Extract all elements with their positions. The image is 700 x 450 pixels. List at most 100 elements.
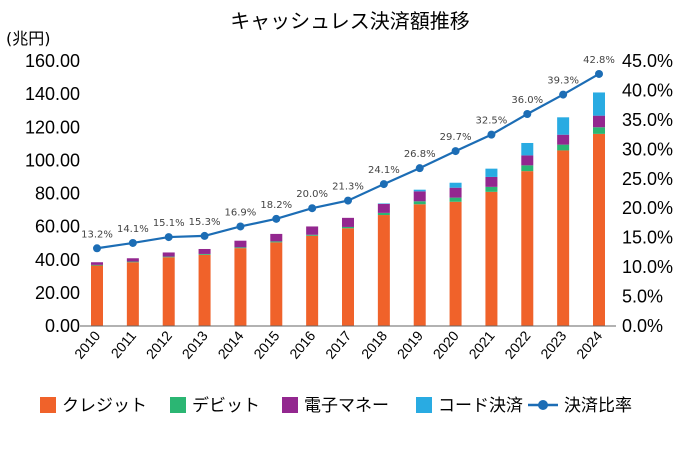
bar-segment-デビット-2018	[377, 212, 390, 216]
x-tick-label: 2023	[537, 327, 569, 361]
line-point	[523, 110, 532, 118]
x-tick-label: 2018	[358, 327, 390, 361]
bar-segment-コード決済-2023	[557, 117, 570, 135]
right-tick-label: 25.0%	[622, 169, 673, 189]
bar-segment-コード決済-2019	[413, 189, 426, 192]
x-axis-ticks: 2010 2011 2012 2013 2014 2015 2016 2017 2018 2019…	[71, 327, 605, 361]
line-point	[595, 69, 603, 78]
legend-label: 電子マネー	[304, 396, 389, 416]
legend-item-コード決済: コード決済	[416, 396, 523, 416]
x-tick-label: 2012	[143, 327, 175, 361]
bar-segment-デビット-2023	[557, 144, 570, 151]
line-point	[487, 130, 496, 139]
x-tick-label: 2013	[179, 327, 211, 361]
bar-segment-デビット-2017	[342, 226, 354, 229]
data-label: 32.5%	[476, 116, 508, 127]
legend-item-決済比率: 決済比率	[528, 396, 632, 416]
bar-segment-デビット-2013	[198, 253, 211, 255]
right-axis-ticks: 0.0% 5.0% 10.0% 15.0% 20.0% 25.0% 30.0% 35.0% 40…	[622, 51, 673, 336]
right-tick-label: 5.0%	[622, 287, 663, 307]
bar-segment-電子マネー-2012	[162, 252, 175, 257]
bar-segment-デビット-2022	[521, 165, 534, 172]
bar-segment-電子マネー-2021	[485, 176, 498, 187]
legend-marker	[538, 400, 548, 410]
data-label: 14.1%	[117, 224, 149, 235]
line-point	[200, 231, 209, 240]
legend-swatch	[40, 397, 56, 413]
legend-item-クレジット: クレジット	[40, 396, 147, 416]
bar-segment-電子マネー-2022	[521, 155, 534, 166]
bar-segment-クレジット-2017	[342, 228, 354, 326]
x-tick-label: 2020	[430, 327, 462, 361]
x-tick-label: 2024	[573, 327, 605, 361]
data-label: 39.3%	[547, 76, 579, 87]
bar-segment-デビット-2019	[413, 201, 426, 205]
right-tick-label: 15.0%	[622, 228, 673, 248]
line-point	[164, 233, 173, 242]
bar-segment-コード決済-2021	[485, 168, 498, 177]
data-label: 24.1%	[368, 165, 400, 176]
right-tick-label: 20.0%	[622, 198, 673, 218]
data-label: 13.2%	[81, 229, 113, 240]
x-tick-label: 2017	[322, 327, 354, 361]
line-point	[93, 244, 101, 253]
bar-segment-デビット-2014	[234, 247, 247, 249]
bar-segment-クレジット-2016	[306, 235, 319, 326]
right-tick-label: 45.0%	[622, 51, 673, 71]
legend-item-デビット: デビット	[170, 395, 260, 416]
left-tick-label: 140.00	[25, 84, 80, 104]
bar-segment-クレジット-2014	[234, 248, 247, 326]
bar-segment-デビット-2010	[91, 264, 103, 266]
line-point	[128, 238, 137, 247]
legend-label: 決済比率	[564, 396, 632, 416]
bar-segment-電子マネー-2016	[306, 226, 319, 235]
bar-segment-クレジット-2010	[91, 265, 103, 326]
bar-segment-電子マネー-2017	[342, 217, 354, 227]
right-tick-label: 0.0%	[622, 316, 663, 336]
bar-segment-デビット-2012	[162, 256, 175, 258]
bar-segment-電子マネー-2024	[593, 115, 605, 128]
data-label: 15.1%	[153, 218, 185, 229]
bar-segment-デビット-2015	[270, 241, 283, 243]
x-tick-label: 2019	[394, 327, 426, 361]
legend-label: コード決済	[438, 396, 523, 416]
right-tick-label: 10.0%	[622, 257, 673, 277]
bar-segment-デビット-2016	[306, 234, 319, 236]
right-tick-label: 35.0%	[622, 110, 673, 130]
bar-segment-デビット-2024	[593, 127, 605, 134]
bar-segment-電子マネー-2010	[91, 262, 103, 265]
line-point	[451, 147, 460, 156]
left-tick-label: 40.00	[35, 250, 80, 270]
bar-segment-クレジット-2012	[162, 257, 175, 326]
bar-segment-電子マネー-2020	[449, 187, 462, 198]
bar-segment-電子マネー-2019	[413, 191, 426, 202]
legend-item-電子マネー: 電子マネー	[282, 396, 389, 416]
bar-segment-電子マネー-2014	[234, 240, 247, 248]
chart-title: キャッシュレス決済額推移	[230, 9, 470, 33]
legend-swatch	[170, 397, 186, 413]
data-label: 21.3%	[332, 182, 364, 193]
left-tick-label: 20.00	[35, 283, 80, 303]
bar-series	[91, 92, 605, 326]
bar-segment-クレジット-2013	[198, 254, 211, 326]
x-tick-label: 2011	[108, 327, 140, 361]
bar-segment-デビット-2011	[126, 261, 139, 263]
bar-segment-コード決済-2020	[449, 182, 462, 188]
bar-segment-クレジット-2018	[377, 215, 390, 326]
line-point	[415, 164, 424, 173]
x-tick-label: 2022	[501, 327, 533, 361]
data-label: 29.7%	[440, 132, 472, 143]
bar-segment-電子マネー-2011	[126, 258, 139, 262]
line-point	[344, 196, 352, 205]
line-point	[559, 90, 568, 99]
data-label: 18.2%	[260, 200, 292, 211]
legend-swatch	[282, 397, 298, 413]
left-tick-label: 100.00	[25, 150, 80, 170]
x-tick-label: 2021	[465, 327, 497, 361]
bar-segment-コード決済-2018	[377, 203, 390, 204]
data-label: 26.8%	[404, 149, 436, 160]
bar-segment-クレジット-2019	[413, 204, 426, 326]
right-tick-label: 40.0%	[622, 80, 673, 100]
